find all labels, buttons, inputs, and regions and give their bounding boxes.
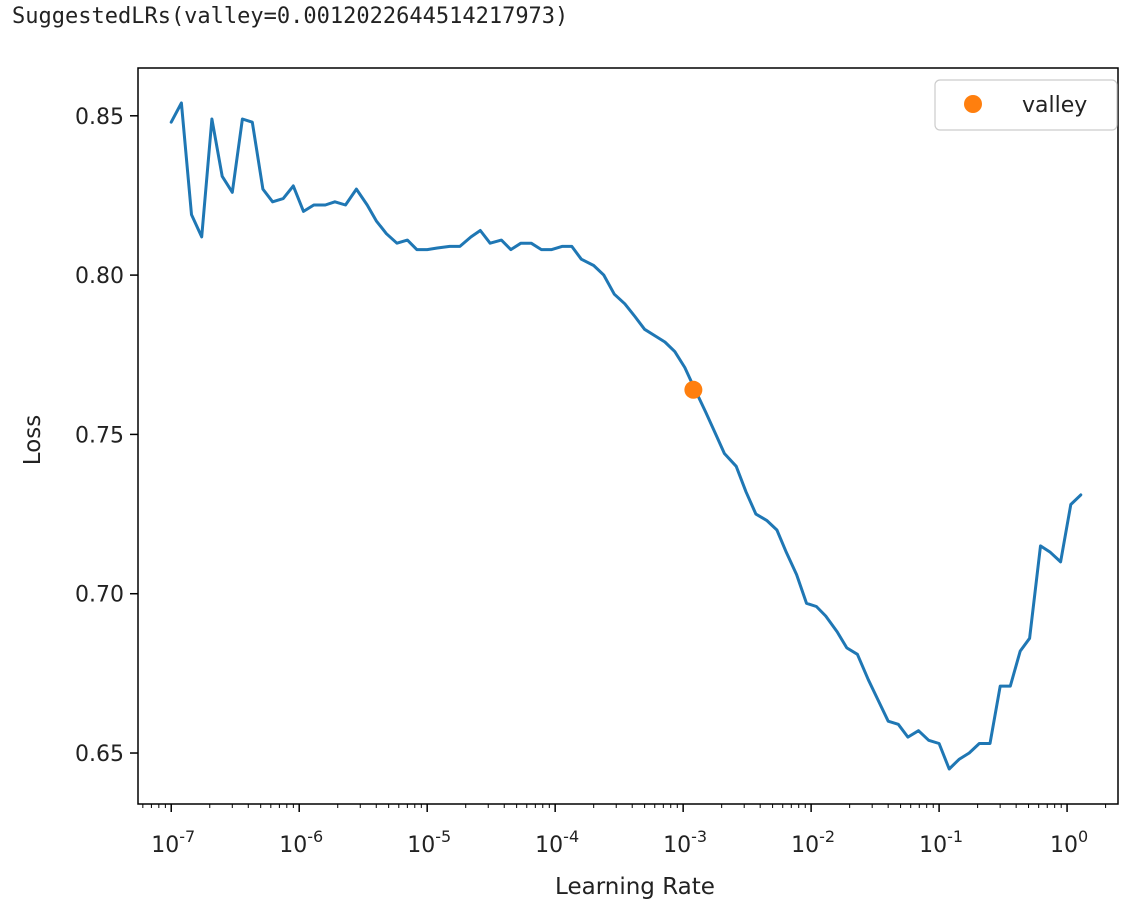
x-tick-label: 10-3 <box>663 827 707 858</box>
x-tick-label: 10-4 <box>535 827 579 858</box>
suggested-lrs-output: SuggestedLRs(valley=0.001202264451421797… <box>12 4 569 29</box>
x-axis: 10-7 10-6 10-5 10-4 10-3 10-2 10-1 100 <box>151 804 1088 858</box>
x-axis-label: Learning Rate <box>555 874 715 900</box>
x-tick-label: 10-6 <box>279 827 323 858</box>
y-tick-label: 0.80 <box>75 264 124 289</box>
x-tick-label: 100 <box>1050 827 1088 858</box>
y-tick-label: 0.75 <box>75 423 124 448</box>
y-tick-label: 0.65 <box>75 742 124 767</box>
x-tick-label: 10-1 <box>919 827 963 858</box>
y-tick-label: 0.70 <box>75 583 124 608</box>
plot-area-frame <box>137 67 1119 805</box>
y-axis-label: Loss <box>20 415 46 465</box>
y-tick-label: 0.85 <box>75 105 124 130</box>
legend-box <box>934 79 1118 131</box>
loss-curve-line <box>169 101 1083 771</box>
y-axis: 0.65 0.70 0.75 0.80 0.85 <box>75 105 138 767</box>
x-tick-label: 10-5 <box>407 827 451 858</box>
valley-point-marker <box>684 380 703 399</box>
x-minor-ticks <box>142 804 1107 808</box>
legend-valley-marker-icon <box>964 95 982 113</box>
x-tick-label: 10-7 <box>151 827 195 858</box>
legend-valley-label: valley <box>1022 93 1087 118</box>
x-tick-label: 10-2 <box>791 827 835 858</box>
legend: valley <box>934 79 1118 131</box>
